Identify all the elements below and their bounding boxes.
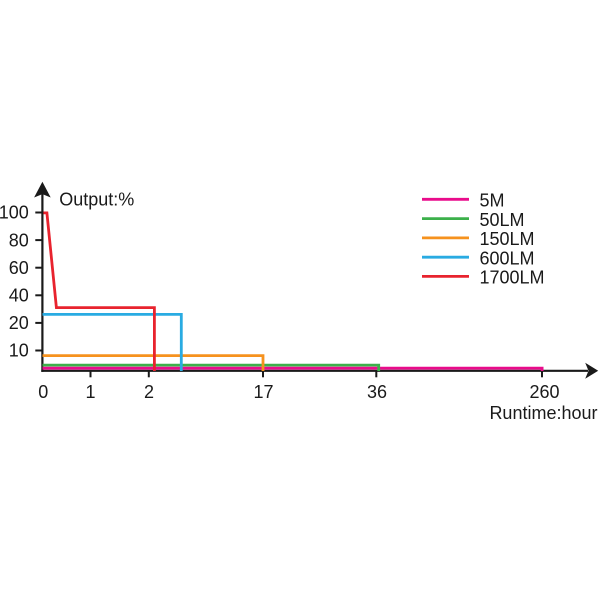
svg-text:50LM: 50LM	[480, 210, 525, 230]
svg-text:17: 17	[253, 382, 273, 402]
svg-text:80: 80	[9, 230, 29, 250]
svg-text:Runtime:hour: Runtime:hour	[489, 403, 597, 423]
svg-text:Output:%: Output:%	[59, 190, 134, 210]
svg-text:100: 100	[0, 203, 29, 223]
svg-text:20: 20	[9, 313, 29, 333]
svg-text:150LM: 150LM	[480, 229, 535, 249]
svg-text:1: 1	[85, 382, 95, 402]
svg-text:0: 0	[38, 382, 48, 402]
svg-text:5M: 5M	[480, 191, 505, 211]
svg-text:10: 10	[9, 341, 29, 361]
svg-text:60: 60	[9, 258, 29, 278]
svg-text:600LM: 600LM	[480, 248, 535, 268]
svg-text:260: 260	[529, 382, 559, 402]
svg-text:2: 2	[144, 382, 154, 402]
svg-text:40: 40	[9, 286, 29, 306]
svg-text:1700LM: 1700LM	[480, 268, 545, 288]
svg-text:36: 36	[367, 382, 387, 402]
